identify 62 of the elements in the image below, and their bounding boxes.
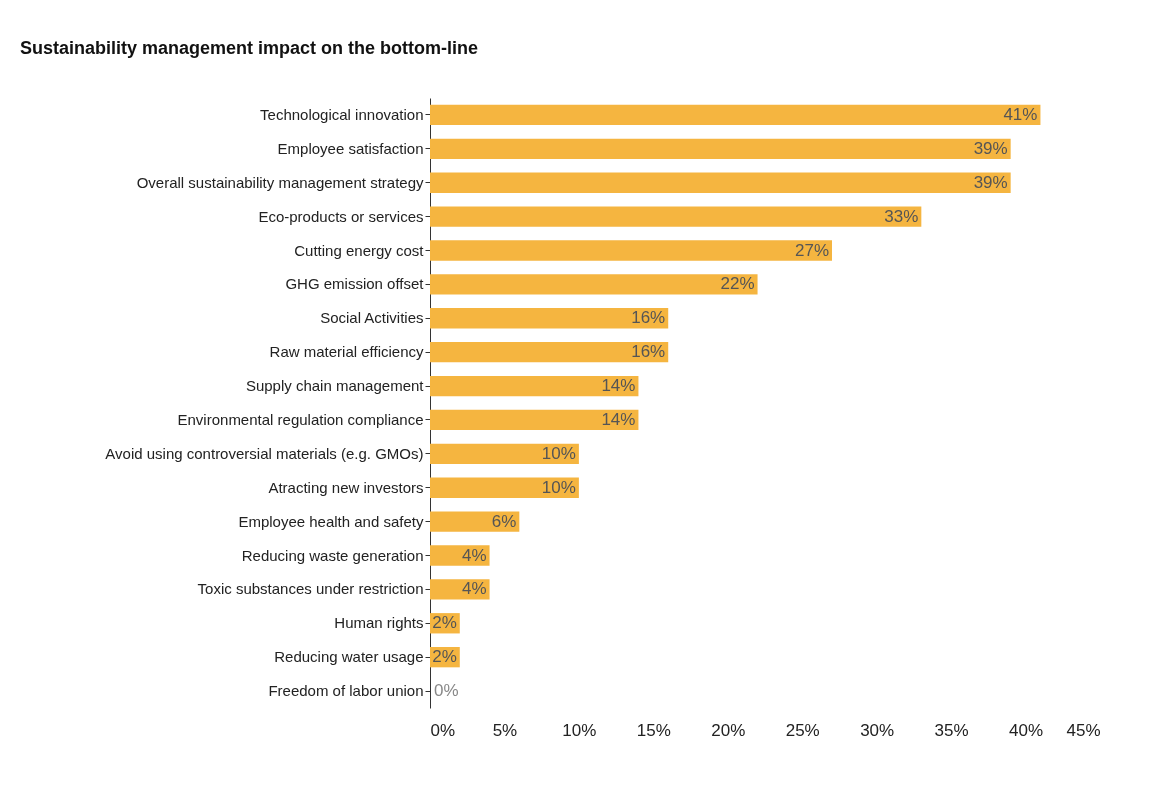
bar [430, 172, 1011, 193]
y-tick-label: Raw material efficiency [269, 343, 424, 361]
y-tick-label: Avoid using controversial materials (e.g. GMOs) [105, 444, 424, 462]
bar [430, 240, 832, 261]
data-label: 16% [631, 342, 666, 362]
x-tick-label: 5% [492, 720, 518, 740]
data-label: 0% [434, 681, 459, 701]
x-tick-label: 40% [1009, 720, 1044, 740]
x-tick-label: 10% [562, 720, 597, 740]
y-tick-label: Freedom of labor union [268, 682, 424, 700]
y-tick-label: Reducing water usage [274, 648, 424, 666]
y-tick-label: Social Activities [320, 309, 424, 327]
bar [430, 308, 669, 329]
y-tick-label: GHG emission offset [285, 275, 425, 293]
data-label: 4% [461, 579, 487, 599]
data-label: 2% [432, 647, 457, 667]
bar [430, 342, 669, 363]
y-tick-label: Reducing waste generation [241, 546, 424, 564]
text: Sustainability management impact on the bottom-line [20, 38, 479, 58]
data-label: 10% [541, 477, 576, 497]
y-tick-label: Employee health and safety [238, 512, 424, 530]
bar [430, 375, 639, 397]
bar [430, 511, 520, 532]
y-tick-label: Environmental regulation compliance [177, 410, 424, 428]
bar [430, 104, 1041, 126]
data-label: 14% [601, 376, 636, 396]
y-tick-label: Atracting new investors [268, 478, 424, 496]
bar [430, 443, 579, 464]
y-tick-label: Overall sustainability management strategy [136, 173, 424, 191]
bar [430, 274, 758, 295]
data-label: 2% [432, 613, 457, 633]
data-label: 39% [973, 172, 1008, 192]
y-tick-label: Supply chain management [245, 377, 425, 395]
data-label: 4% [461, 545, 487, 565]
bar [430, 477, 579, 498]
data-label: 14% [601, 409, 636, 429]
data-label: 6% [491, 511, 517, 531]
y-tick-label: Human rights [334, 614, 424, 632]
x-tick-label: 35% [934, 720, 969, 740]
x-tick-label: 25% [785, 720, 820, 740]
x-tick-label: 30% [860, 720, 895, 740]
data-label: 33% [884, 206, 919, 226]
data-label: 27% [794, 240, 829, 260]
y-tick-label: Toxic substances under restriction [197, 580, 424, 598]
y-tick-label: Employee satisfaction [277, 139, 424, 157]
x-tick-label: 20% [711, 720, 746, 740]
data-label: 16% [631, 308, 666, 328]
data-label: 41% [1003, 104, 1038, 124]
bar [430, 579, 490, 600]
data-label: 10% [541, 443, 576, 463]
bar [430, 545, 490, 566]
bar [430, 409, 639, 431]
y-tick-label: Cutting energy cost [294, 241, 425, 259]
x-tick-label: 0% [430, 720, 456, 740]
data-label: 22% [720, 274, 755, 294]
bar [430, 138, 1011, 159]
x-tick-label: 45% [1066, 720, 1101, 740]
x-tick-label: 15% [636, 720, 671, 740]
data-label: 39% [973, 138, 1008, 158]
y-tick-label: Technological innovation [260, 105, 424, 123]
bar [430, 206, 922, 227]
y-tick-label: Eco-products or services [258, 207, 424, 225]
